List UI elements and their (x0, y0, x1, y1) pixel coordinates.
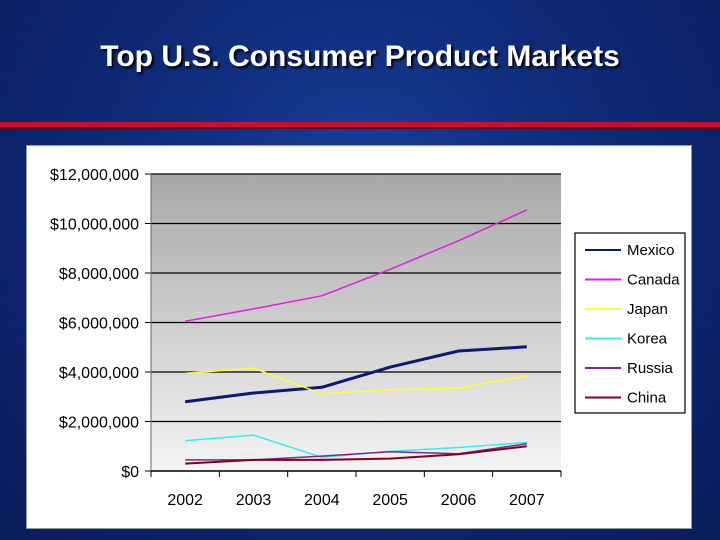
x-tick-label: 2002 (167, 492, 203, 509)
legend-label: Canada (627, 272, 680, 289)
series-line-mexico (185, 345, 527, 404)
x-tick-label: 2004 (304, 492, 340, 509)
x-tick-label: 2007 (509, 492, 545, 509)
legend-box (574, 232, 686, 414)
y-tick-label: $0 (121, 464, 139, 481)
line-chart: $0 $2,000,000 $4,000,000 $6,000,000 $8,000,0… (50, 167, 686, 509)
legend-label: Mexico (627, 242, 675, 259)
y-tick-label: $2,000,000 (59, 415, 139, 432)
y-tick-label: $8,000,000 (59, 266, 139, 283)
x-tick-label: 2005 (372, 492, 408, 509)
title-divider (0, 122, 720, 127)
y-tick-label: $12,000,000 (50, 167, 139, 184)
y-tick-label: $10,000,000 (50, 217, 139, 234)
title-divider-shadow (0, 127, 720, 129)
chart-panel: $0 $2,000,000 $4,000,000 $6,000,000 $8,000,0… (26, 145, 692, 529)
legend-label: Russia (627, 360, 674, 377)
x-tick-label: 2006 (441, 492, 477, 509)
slide-title: Top U.S. Consumer Product Markets (100, 40, 620, 73)
series-line-china (185, 445, 527, 465)
legend-label: Korea (627, 331, 668, 348)
legend-label: China (627, 390, 667, 407)
series-line-canada (185, 209, 528, 323)
legend-label: Japan (627, 301, 668, 318)
series-line-japan (185, 367, 527, 395)
y-tick-label: $4,000,000 (59, 365, 139, 382)
x-tick-label: 2003 (236, 492, 272, 509)
y-tick-label: $6,000,000 (59, 316, 139, 333)
